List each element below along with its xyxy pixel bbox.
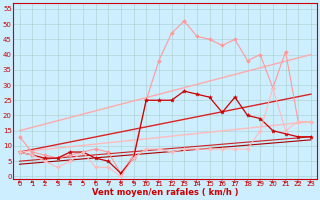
X-axis label: Vent moyen/en rafales ( km/h ): Vent moyen/en rafales ( km/h ) <box>92 188 238 197</box>
